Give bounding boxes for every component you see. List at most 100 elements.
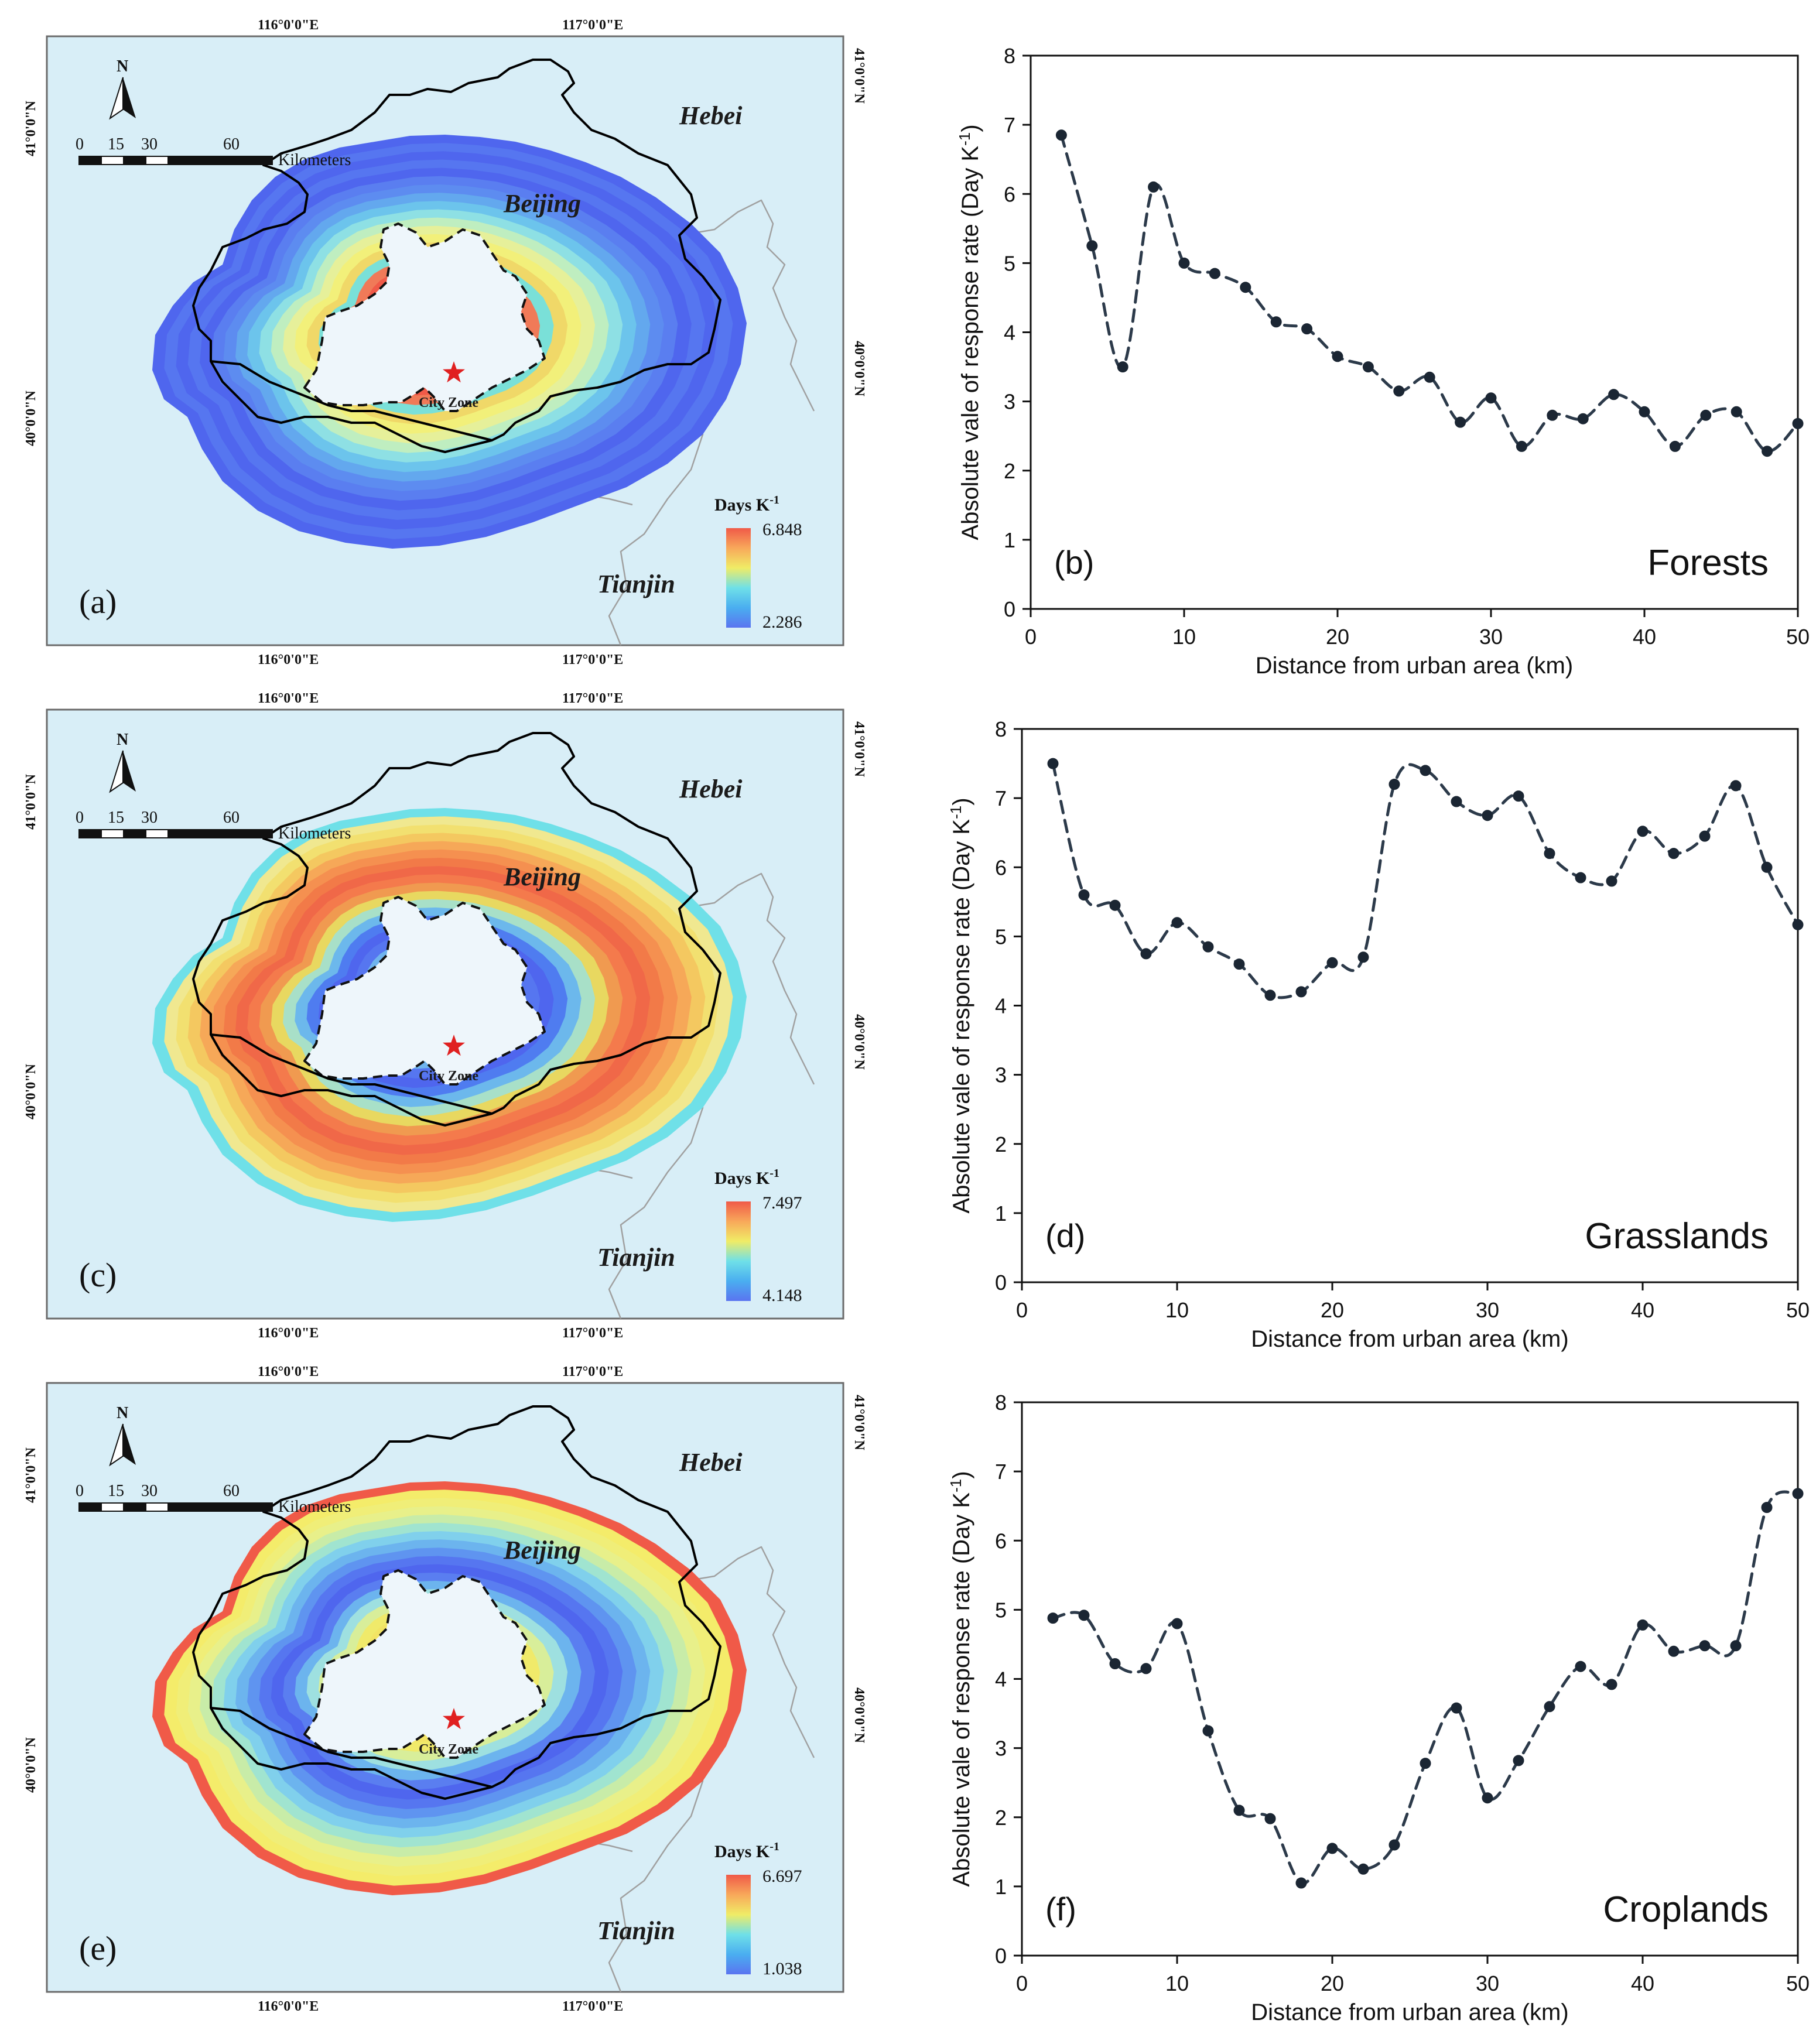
data-point: [1209, 268, 1220, 279]
x-tick-label: 20: [1321, 1298, 1344, 1322]
legend-max-value: 6.848: [762, 520, 802, 539]
y-axis-title-end: ): [949, 1471, 974, 1478]
y-tick-label: 6: [995, 855, 1007, 879]
legend-title: Days K-1: [714, 1840, 779, 1861]
data-point: [1140, 948, 1152, 960]
data-point: [1264, 1813, 1276, 1824]
chart-panel-letter: (f): [1045, 1891, 1076, 1927]
y-axis-title-main: Absolute vale of response rate (Day K: [949, 1492, 974, 1887]
lon-label-bottom-1: 116°0'0"E: [258, 652, 319, 667]
lon-label-bottom-1: 116°0'0"E: [258, 1326, 319, 1341]
data-point: [1516, 440, 1527, 452]
lon-label-top-1: 116°0'0"E: [258, 691, 319, 706]
chart-panel-letter: (d): [1045, 1217, 1085, 1254]
data-point: [1047, 1612, 1059, 1624]
data-point: [1455, 416, 1466, 428]
legend-title-main: Days K: [714, 1169, 770, 1188]
y-tick-label: 6: [1004, 182, 1015, 206]
scale-label: 60: [223, 809, 240, 827]
data-point: [1171, 917, 1183, 929]
maps-layer: City Zone Hebei Beijing Tianjin N 0 15 30 60 Kilo…: [23, 18, 867, 2014]
series-line: [1051, 762, 1800, 999]
data-point: [1482, 810, 1493, 821]
lat-label-right-1: 41°0'0"N: [851, 1395, 867, 1451]
y-tick-label: 0: [995, 1944, 1007, 1968]
y-tick-label: 4: [995, 994, 1007, 1018]
legend-min-value: 2.286: [762, 612, 802, 632]
scale-label: 30: [141, 1482, 158, 1500]
north-arrow-icon-half: [123, 751, 136, 792]
scale-bar-segment: [78, 1502, 102, 1512]
line-chart-f: 0 1 2 3 4 5 6 7 8 0 10 20 30 40 50 Distance from urban …: [947, 1391, 1810, 2025]
data-point: [1109, 1658, 1121, 1669]
data-point: [1451, 796, 1462, 807]
data-point: [1233, 958, 1245, 970]
y-axis-title-sup: -1: [947, 806, 965, 819]
province-label-tianjin: Tianjin: [597, 1916, 675, 1945]
panel-label: (c): [79, 1256, 117, 1294]
data-point: [1086, 240, 1098, 252]
lon-label-bottom-1: 116°0'0"E: [258, 1999, 319, 2014]
lon-label-top-1: 116°0'0"E: [258, 18, 319, 33]
lon-label-bottom-2: 117°0'0"E: [562, 1326, 623, 1341]
data-point: [1332, 351, 1343, 362]
city-zone-label: City Zone: [419, 395, 478, 410]
y-tick-label: 7: [995, 1460, 1007, 1484]
data-point: [1482, 1792, 1493, 1804]
data-point: [1047, 758, 1059, 769]
province-label-tianjin: Tianjin: [597, 1243, 675, 1272]
data-point: [1117, 361, 1128, 373]
line-chart-d: 0 1 2 3 4 5 6 7 8 0 10 20 30 40 50 Distance from urban …: [947, 717, 1810, 1352]
data-point: [1668, 1645, 1680, 1657]
data-point: [1240, 282, 1251, 293]
y-tick-label: 2: [1004, 459, 1015, 483]
province-label-hebei: Hebei: [679, 101, 743, 130]
legend-title: Days K-1: [714, 1167, 779, 1188]
legend-title-sup: -1: [770, 1167, 779, 1180]
lat-label-right-1: 41°0'0"N: [851, 48, 867, 104]
scale-unit-label: Kilometers: [278, 1498, 351, 1516]
data-point: [1301, 323, 1313, 335]
x-tick-label: 0: [1016, 1971, 1028, 1995]
data-point: [1326, 1843, 1338, 1854]
city-zone-area: [305, 897, 545, 1084]
data-point: [1109, 899, 1121, 911]
data-point: [1577, 413, 1589, 424]
data-point: [1078, 889, 1090, 901]
y-tick-label: 1: [995, 1875, 1007, 1899]
panel-label: (e): [79, 1929, 117, 1967]
y-axis-title: Absolute vale of response rate (Day K-1): [947, 797, 974, 1213]
x-tick-label: 20: [1321, 1971, 1344, 1995]
neighbor-boundary: [679, 1546, 815, 1758]
data-point: [1513, 790, 1524, 802]
data-point: [1388, 1839, 1400, 1851]
legend-colorbar: [726, 1201, 751, 1301]
scale-label: 0: [76, 809, 84, 827]
y-tick-label: 2: [995, 1132, 1007, 1156]
y-tick-label: 1: [995, 1201, 1007, 1225]
data-point: [1544, 1701, 1555, 1713]
scale-bar-segment: [123, 1502, 146, 1512]
lat-label-right-2: 40°0'0"N: [851, 341, 867, 397]
data-point: [1140, 1663, 1152, 1675]
data-point: [1792, 919, 1804, 930]
panel-label: (a): [79, 583, 117, 621]
y-tick-label: 4: [1004, 321, 1015, 345]
x-axis-title: Distance from urban area (km): [1251, 1326, 1568, 1352]
scale-bar-segment: [145, 156, 169, 165]
data-point: [1485, 392, 1497, 404]
chart-title: Grasslands: [1585, 1216, 1769, 1256]
data-point: [1202, 941, 1214, 953]
x-tick-label: 40: [1631, 1971, 1654, 1995]
lat-label-right-2: 40°0'0"N: [851, 1014, 867, 1070]
plot-area: [1030, 54, 1799, 610]
x-axis-title: Distance from urban area (km): [1256, 653, 1573, 679]
province-label-beijing: Beijing: [503, 189, 581, 218]
y-tick-label: 6: [995, 1529, 1007, 1553]
north-label: N: [117, 1404, 128, 1422]
city-zone-label: City Zone: [419, 1069, 478, 1084]
x-tick-label: 40: [1633, 625, 1656, 649]
y-axis-title-main: Absolute vale of response rate (Day K: [949, 819, 974, 1214]
data-point: [1420, 1758, 1431, 1769]
lon-label-top-2: 117°0'0"E: [562, 691, 623, 706]
